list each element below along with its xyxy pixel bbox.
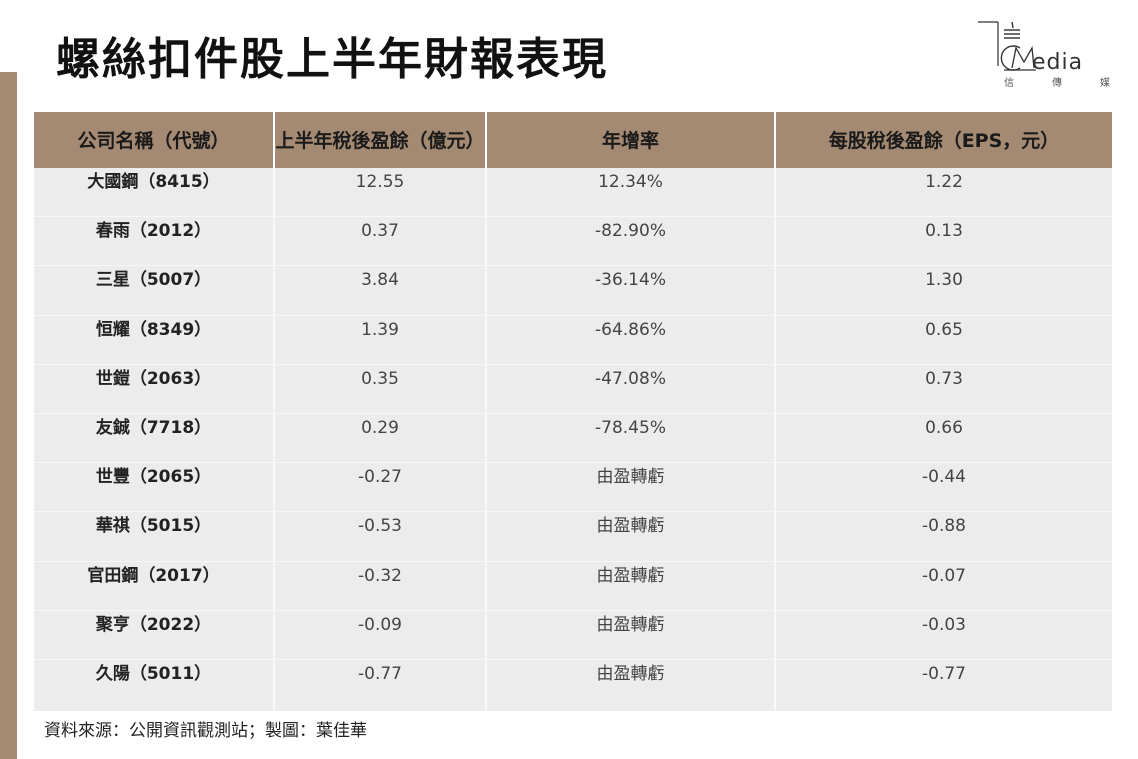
logo-sub-char: 媒 bbox=[1100, 78, 1110, 89]
yoy-cell: 由盈轉虧 bbox=[487, 659, 776, 711]
table-row: 春雨（2012） 0.37 -82.90% 0.13 bbox=[34, 217, 1112, 267]
yoy-cell: -36.14% bbox=[487, 266, 776, 315]
net-income-cell: 0.35 bbox=[275, 364, 487, 413]
table-row: 官田鋼（2017） -0.32 由盈轉虧 -0.07 bbox=[34, 561, 1112, 611]
eps-cell: 0.66 bbox=[925, 417, 963, 438]
net-income-cell: 0.37 bbox=[275, 217, 487, 266]
table-row: 三星（5007） 3.84 -36.14% 1.30 bbox=[34, 266, 1112, 316]
header-net-income: 上半年稅後盈餘（億元） bbox=[275, 112, 487, 168]
yoy-cell: 由盈轉虧 bbox=[487, 561, 776, 610]
eps-cell: 0.13 bbox=[925, 221, 963, 242]
eps-cell: 1.30 bbox=[925, 270, 963, 291]
company-cell: 聚亨（2022） bbox=[34, 610, 275, 659]
net-income-cell: 12.55 bbox=[275, 168, 487, 217]
yoy-cell: -82.90% bbox=[487, 217, 776, 266]
net-income-cell: -0.77 bbox=[275, 659, 487, 711]
table-row: 世鎧（2063） 0.35 -47.08% 0.73 bbox=[34, 364, 1112, 414]
eps-cell: 1.22 bbox=[925, 172, 963, 192]
eps-cell: -0.44 bbox=[922, 467, 966, 488]
table-row: 聚亨（2022） -0.09 由盈轉虧 -0.03 bbox=[34, 610, 1112, 660]
page-title: 螺絲扣件股上半年財報表現 bbox=[56, 34, 608, 85]
company-cell: 官田鋼（2017） bbox=[34, 561, 275, 610]
net-income-cell: -0.53 bbox=[275, 512, 487, 561]
header-eps: 每股稅後盈餘（EPS，元） bbox=[828, 130, 1060, 152]
table-row: 大國鋼（8415） 12.55 12.34% 1.22 bbox=[34, 168, 1112, 218]
net-income-cell: -0.32 bbox=[275, 561, 487, 610]
header-yoy-growth: 年增率 bbox=[487, 112, 776, 168]
table-row: 華祺（5015） -0.53 由盈轉虧 -0.88 bbox=[34, 512, 1112, 562]
yoy-cell: 由盈轉虧 bbox=[487, 512, 776, 561]
table-row: 恒耀（8349） 1.39 -64.86% 0.65 bbox=[34, 315, 1112, 365]
table-row: 久陽（5011） -0.77 由盈轉虧 -0.77 bbox=[34, 659, 1112, 711]
yoy-cell: -64.86% bbox=[487, 315, 776, 364]
company-cell: 久陽（5011） bbox=[34, 659, 275, 711]
header-company: 公司名稱（代號） bbox=[34, 112, 275, 168]
yoy-cell: -47.08% bbox=[487, 364, 776, 413]
logo-subtitle: 信 傳 媒 bbox=[1004, 78, 1110, 90]
net-income-cell: 1.39 bbox=[275, 315, 487, 364]
company-cell: 世豐（2065） bbox=[34, 463, 275, 512]
company-cell: 春雨（2012） bbox=[34, 217, 275, 266]
company-cell: 華祺（5015） bbox=[34, 512, 275, 561]
net-income-cell: 3.84 bbox=[275, 266, 487, 315]
eps-cell: 0.73 bbox=[925, 368, 963, 389]
eps-cell: -0.03 bbox=[922, 614, 966, 635]
company-cell: 世鎧（2063） bbox=[34, 364, 275, 413]
side-accent-bar bbox=[0, 72, 17, 759]
yoy-cell: 由盈轉虧 bbox=[487, 610, 776, 659]
net-income-cell: 0.29 bbox=[275, 413, 487, 463]
earnings-table: 公司名稱（代號） 上半年稅後盈餘（億元） 年增率 每股稅後盈餘（EPS，元） 大… bbox=[34, 112, 1112, 711]
table-row: 友鋮（7718） 0.29 -78.45% 0.66 bbox=[34, 413, 1112, 464]
yoy-cell: 由盈轉虧 bbox=[487, 463, 776, 512]
table-body: 大國鋼（8415） 12.55 12.34% 1.22 春雨（2012） 0.3… bbox=[34, 168, 1112, 711]
table-header-row: 公司名稱（代號） 上半年稅後盈餘（億元） 年增率 每股稅後盈餘（EPS，元） bbox=[34, 112, 1112, 168]
eps-cell: -0.07 bbox=[922, 565, 966, 586]
eps-cell: -0.77 bbox=[922, 663, 966, 684]
source-note: 資料來源：公開資訊觀測站；製圖：葉佳華 bbox=[44, 721, 367, 741]
logo-sub-char: 信 bbox=[1004, 78, 1014, 89]
yoy-cell: -78.45% bbox=[487, 413, 776, 463]
table-row: 世豐（2065） -0.27 由盈轉虧 -0.44 bbox=[34, 463, 1112, 513]
eps-cell: -0.88 bbox=[922, 516, 966, 537]
eps-cell: 0.65 bbox=[925, 319, 963, 340]
company-cell: 恒耀（8349） bbox=[34, 315, 275, 364]
company-cell: 三星（5007） bbox=[34, 266, 275, 315]
yoy-cell: 12.34% bbox=[487, 168, 776, 217]
company-cell: 友鋮（7718） bbox=[34, 413, 275, 463]
logo-sub-char: 傳 bbox=[1052, 78, 1062, 89]
logo-mark-icon bbox=[978, 21, 1036, 71]
cmedia-logo: edia 信 傳 媒 bbox=[976, 18, 1116, 98]
net-income-cell: -0.27 bbox=[275, 463, 487, 512]
logo-wordmark: edia bbox=[1032, 50, 1084, 75]
company-cell: 大國鋼（8415） bbox=[34, 168, 275, 217]
net-income-cell: -0.09 bbox=[275, 610, 487, 659]
